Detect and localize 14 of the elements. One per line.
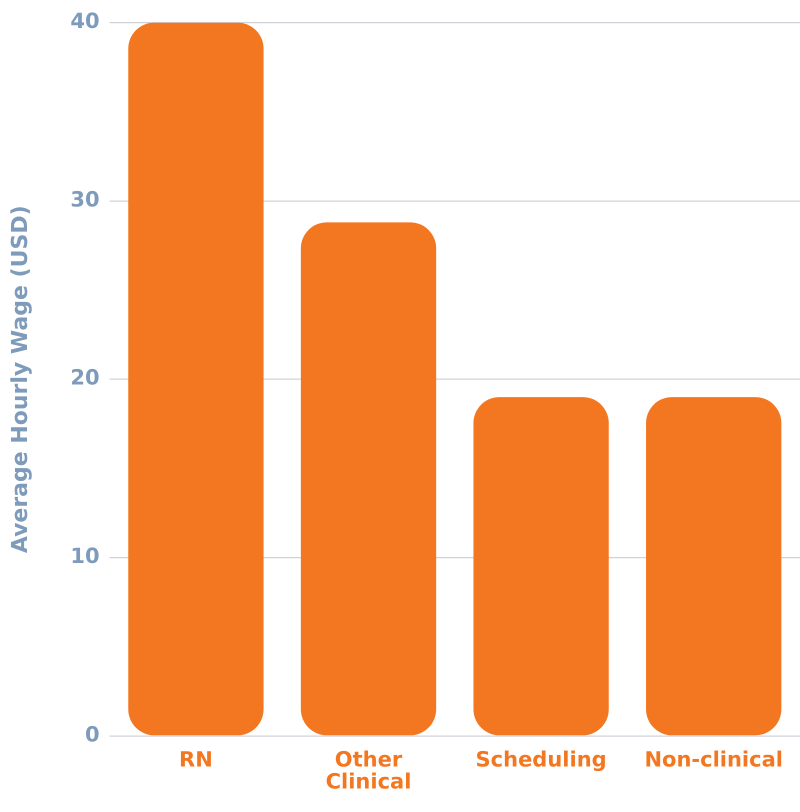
x-tick-label: Scheduling <box>476 747 607 772</box>
bar <box>646 397 782 736</box>
y-tick-label: 40 <box>70 9 100 34</box>
y-tick-label: 20 <box>70 366 100 390</box>
x-tick-label: Non-clinical <box>644 747 783 772</box>
bar <box>473 397 609 736</box>
y-tick-label: 0 <box>85 722 100 746</box>
y-tick-label: 30 <box>70 187 100 212</box>
bar <box>128 22 264 736</box>
x-tick-label: Other Clinical <box>326 747 412 794</box>
bar <box>300 222 436 736</box>
y-axis-title: Average Hourly Wage (USD) <box>8 205 33 554</box>
y-tick-label: 10 <box>70 544 100 568</box>
x-tick-label: RN <box>179 747 213 772</box>
